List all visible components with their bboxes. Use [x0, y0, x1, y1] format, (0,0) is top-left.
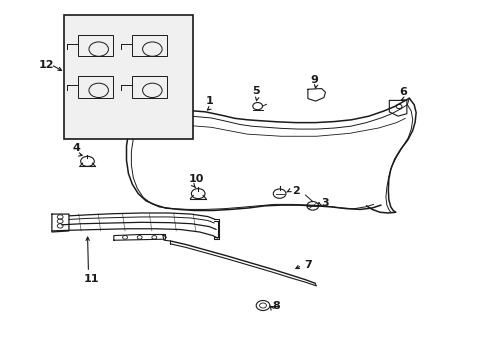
Bar	[78, 76, 113, 98]
Bar	[64, 15, 193, 139]
Text: 4: 4	[73, 143, 81, 153]
Bar	[132, 35, 166, 56]
Text: 5: 5	[252, 86, 260, 96]
Text: 2: 2	[291, 186, 299, 196]
Text: 3: 3	[321, 198, 328, 208]
Text: 1: 1	[205, 96, 213, 106]
Text: 9: 9	[310, 75, 318, 85]
Text: 11: 11	[83, 274, 99, 284]
Text: 6: 6	[399, 87, 407, 97]
Bar	[132, 76, 166, 98]
Text: 7: 7	[304, 260, 311, 270]
Bar	[78, 35, 113, 56]
Text: 8: 8	[272, 301, 280, 311]
Text: 12: 12	[39, 59, 54, 69]
Text: 10: 10	[188, 174, 204, 184]
